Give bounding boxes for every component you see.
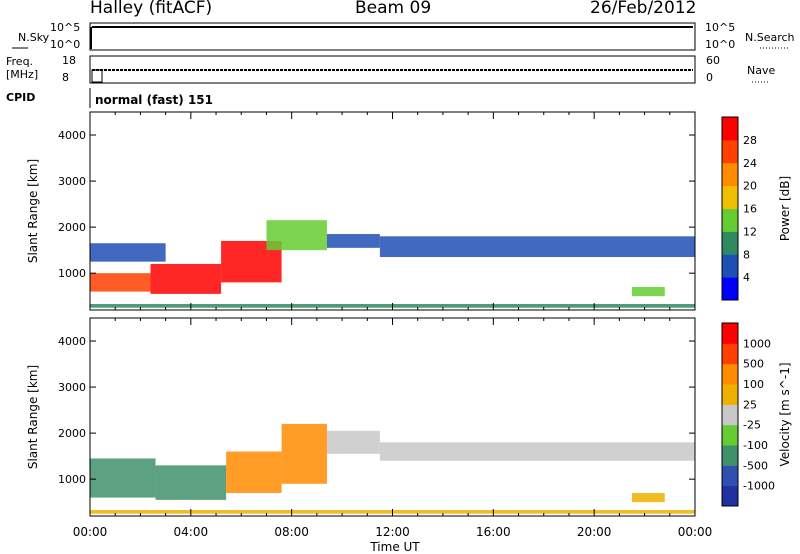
colorbar-swatch <box>722 323 738 344</box>
colorbar-swatch <box>722 208 738 232</box>
x-tick-label: 00:00 <box>73 525 108 539</box>
y-tick-label: 2000 <box>58 221 86 234</box>
freq-label: Freq. <box>6 55 33 68</box>
nsearch-tick: 10^0 <box>705 38 735 51</box>
data-band <box>90 243 166 262</box>
y-axis-label: Slant Range [km] <box>26 365 40 469</box>
colorbar-tick-label: 8 <box>743 248 750 261</box>
colorbar-tick-label: 20 <box>743 180 757 193</box>
colorbar-frame <box>721 116 739 301</box>
data-band <box>150 263 222 294</box>
colorbar-swatch <box>722 424 738 446</box>
colorbar-swatch <box>722 277 738 301</box>
nsky-label: N.Sky <box>18 31 50 44</box>
x-tick-label: 16:00 <box>476 525 511 539</box>
site-title: Halley (fitACF) <box>90 0 213 18</box>
y-tick-label: 4000 <box>58 129 86 142</box>
colorbar-tick-label: 500 <box>743 358 764 371</box>
colorbar-swatch <box>722 363 738 385</box>
data-band <box>281 423 327 484</box>
time-axis: 00:00 04:00 08:00 12:00 16:00 20:00 00:00 Time … <box>73 525 713 554</box>
nave-tick: 60 <box>706 54 720 67</box>
nsearch-label: N.Search <box>745 31 795 44</box>
velocity-chart: 1000 2000 3000 4000 Slant Range [km] 1000 500 1… <box>26 317 792 517</box>
power-chart: 1000 2000 3000 4000 Slant Range [km] 4 8 12 16 20… <box>26 111 792 311</box>
colorbar-tick-label: -100 <box>743 439 768 452</box>
x-axis-label: Time UT <box>369 540 420 554</box>
x-tick-label: 20:00 <box>577 525 612 539</box>
y-tick-label: 1000 <box>58 473 86 486</box>
freq-tick: 18 <box>62 54 76 67</box>
y-tick-label: 4000 <box>58 335 86 348</box>
colorbar-swatch <box>722 485 738 507</box>
colorbar-swatch <box>722 465 738 487</box>
colorbar-label: Power [dB] <box>778 176 792 241</box>
beam-title: Beam 09 <box>355 0 432 18</box>
data-band <box>155 465 227 500</box>
colorbar-swatch <box>722 254 738 278</box>
colorbar-swatch <box>722 185 738 209</box>
freq-tick: 8 <box>62 71 69 84</box>
data-band <box>379 236 695 258</box>
nave-tick: 0 <box>706 71 713 84</box>
colorbar-swatch <box>722 162 738 187</box>
freq-trace-start <box>91 69 103 83</box>
y-tick-label: 1000 <box>58 267 86 280</box>
colorbar-swatch <box>722 343 738 365</box>
y-tick-label: 3000 <box>58 381 86 394</box>
colorbar-swatch <box>722 445 738 466</box>
colorbar-tick-label: -1000 <box>743 480 775 493</box>
data-band <box>266 220 327 251</box>
date-title: 26/Feb/2012 <box>590 0 697 18</box>
top-panels: N.Sky10^510^010^510^0N.SearchFreq.[MHz]1… <box>6 21 795 108</box>
data-band <box>90 273 151 292</box>
colorbar-tick-label: 1000 <box>743 337 771 350</box>
colorbar-swatch <box>722 384 738 405</box>
colorbar-swatch <box>722 139 738 164</box>
colorbar-frame <box>721 322 739 507</box>
colorbar-label: Velocity [m s^-1] <box>778 362 792 466</box>
x-tick-label: 04:00 <box>174 525 209 539</box>
colorbar-tick-label: 25 <box>743 398 757 411</box>
colorbar-swatch <box>722 117 738 141</box>
cpid-label: CPID <box>6 91 35 104</box>
nsky-tick: 10^0 <box>50 38 80 51</box>
y-tick-label: 2000 <box>58 427 86 440</box>
x-tick-label: 00:00 <box>678 525 713 539</box>
freq-panel-frame <box>89 55 696 84</box>
y-axis-label: Slant Range [km] <box>26 159 40 263</box>
nsky-tick: 10^5 <box>50 21 80 34</box>
colorbar-tick-label: 100 <box>743 378 764 391</box>
colorbar-swatch <box>722 231 738 255</box>
data-band <box>326 430 380 454</box>
freq-unit-label: [MHz] <box>6 68 38 81</box>
colorbar-tick-label: 24 <box>743 157 757 170</box>
colorbar-tick-label: -25 <box>743 419 761 432</box>
data-band <box>631 286 665 297</box>
data-band <box>226 451 282 493</box>
colorbar-tick-label: 4 <box>743 271 750 284</box>
data-band <box>631 492 665 503</box>
x-tick-label: 08:00 <box>274 525 309 539</box>
colorbar-swatch <box>722 404 738 426</box>
data-band <box>379 442 695 461</box>
x-tick-label: 12:00 <box>375 525 410 539</box>
data-band <box>90 458 156 498</box>
nave-label: Nave <box>747 64 775 77</box>
colorbar-tick-label: -500 <box>743 459 768 472</box>
colorbar-tick-label: 28 <box>743 134 757 147</box>
colorbar-tick-label: 16 <box>743 203 757 216</box>
colorbar-tick-label: 12 <box>743 225 757 238</box>
data-band <box>326 234 380 248</box>
y-tick-label: 3000 <box>58 175 86 188</box>
cpid-value: normal (fast) 151 <box>95 93 213 107</box>
nsearch-tick: 10^5 <box>705 21 735 34</box>
